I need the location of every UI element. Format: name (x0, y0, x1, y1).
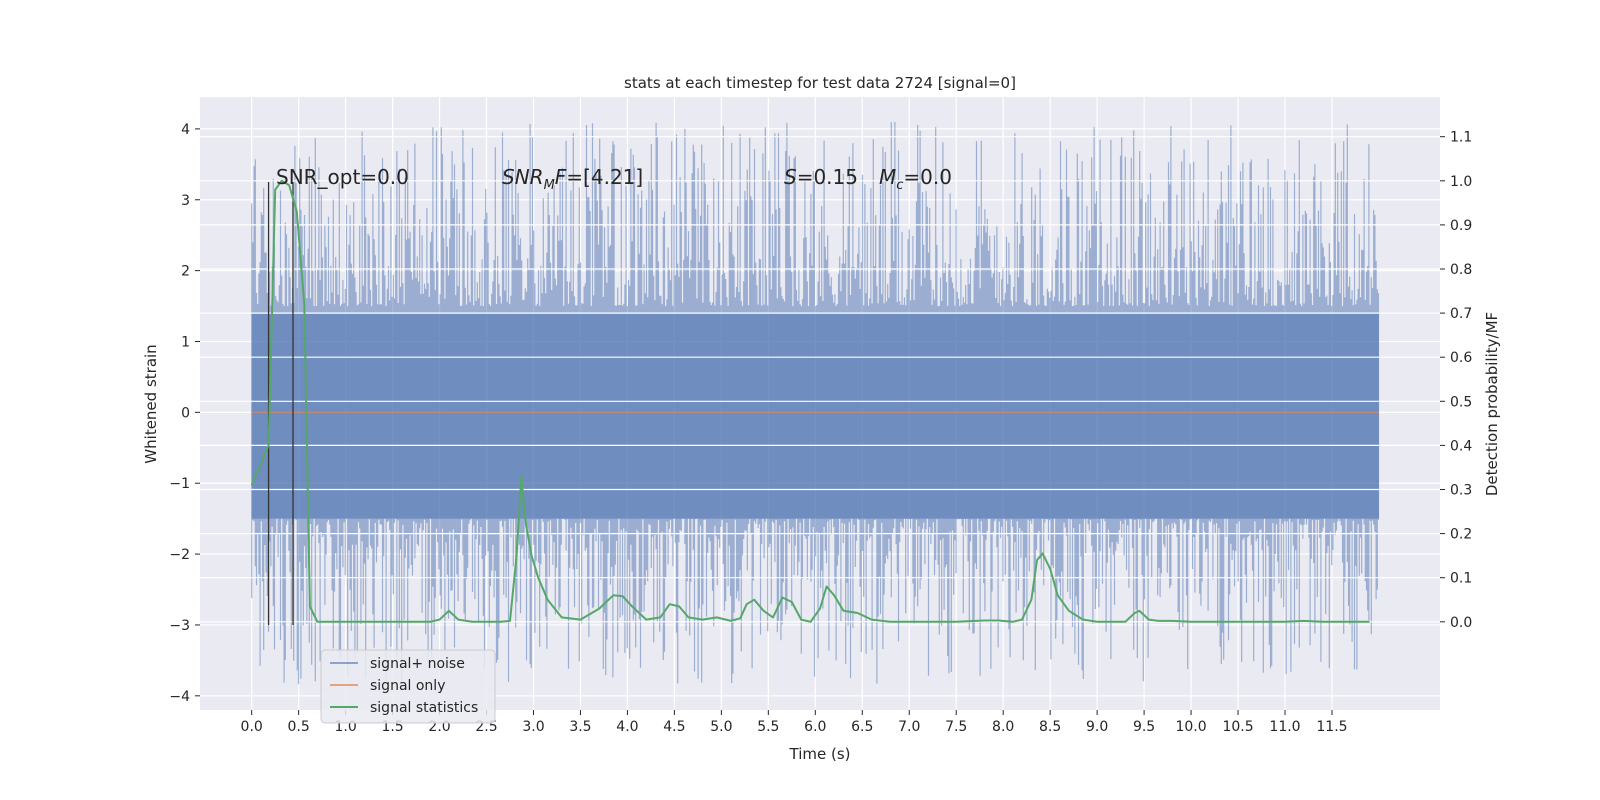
annotation-snr-mf-mid: F (555, 165, 567, 189)
x-tick-label: 4.0 (616, 719, 638, 735)
x-tick-label: 5.5 (757, 719, 779, 735)
x-tick-label: 11.0 (1269, 719, 1300, 735)
y2-tick-label: 1.1 (1450, 130, 1472, 146)
annotation-mc: Mc=0.0 (879, 165, 952, 193)
legend: signal+ noise signal only signal statist… (320, 649, 496, 724)
annotation-s: S=0.15 (784, 165, 858, 189)
y2-tick-label: 0.7 (1450, 306, 1472, 322)
y2-tick-label: 0.5 (1450, 394, 1472, 410)
chart-title: stats at each timestep for test data 272… (624, 74, 1016, 92)
y2-tick-label: 0.4 (1450, 438, 1472, 454)
y2-tick-label: 0.3 (1450, 482, 1472, 498)
x-tick-label: 3.5 (569, 719, 591, 735)
y-tick-label: 0 (181, 405, 190, 421)
annotation-snr-opt: SNR_opt=0.0 (276, 165, 409, 189)
y2-tick-label: 0.2 (1450, 527, 1472, 543)
annotation-s-value: =0.15 (797, 165, 858, 189)
legend-label-signal-only: signal only (370, 678, 445, 694)
y2-axis-label: Detection probability/MF (1483, 312, 1501, 496)
y-tick-label: 4 (181, 122, 190, 138)
legend-box (320, 649, 496, 724)
x-tick-label: 0.5 (288, 719, 310, 735)
x-tick-label: 10.5 (1222, 719, 1253, 735)
x-tick-label: 7.0 (898, 719, 920, 735)
x-tick-label: 0.0 (241, 719, 263, 735)
y-tick-label: −2 (169, 547, 190, 563)
y2-tick-label: 0.8 (1450, 262, 1472, 278)
annotation-snr-mf-value: =[4.21] (566, 165, 643, 189)
series-signal-noise (251, 122, 1380, 685)
x-tick-label: 8.5 (1039, 719, 1061, 735)
y2-tick-label: 0.9 (1450, 218, 1472, 234)
y-axis-ticks: −4 −3 −2 −1 0 1 2 3 4 (169, 122, 200, 705)
y-tick-label: 2 (181, 264, 190, 280)
x-tick-label: 10.0 (1175, 719, 1206, 735)
x-tick-label: 5.0 (710, 719, 732, 735)
annotation-snr-mf-main: SNR (502, 165, 544, 189)
y2-tick-label: 0.6 (1450, 350, 1472, 366)
x-tick-label: 6.5 (851, 719, 873, 735)
legend-label-signal-statistics: signal statistics (370, 700, 478, 716)
x-axis-ticks: 0.0 0.5 1.0 1.5 2.0 2.5 3.0 3.5 4.0 4.5 5.0 5.5 6.0 6… (241, 710, 1348, 735)
legend-label-signal-noise: signal+ noise (370, 656, 465, 672)
annotation-s-symbol: S (784, 165, 797, 189)
x-tick-label: 3.0 (522, 719, 544, 735)
y-tick-label: 3 (181, 193, 190, 209)
x-tick-label: 7.5 (945, 719, 967, 735)
annotation-mc-symbol: M (879, 165, 896, 189)
x-tick-label: 9.0 (1086, 719, 1108, 735)
x-tick-label: 9.5 (1133, 719, 1155, 735)
y2-tick-label: 0.0 (1450, 615, 1472, 631)
y2-tick-label: 1.0 (1450, 174, 1472, 190)
y-tick-label: −3 (169, 618, 190, 634)
series-signal-statistics (250, 179, 1370, 623)
annotation-mc-sub: c (896, 178, 903, 193)
x-tick-label: 8.0 (992, 719, 1014, 735)
y2-axis-ticks: 0.0 0.1 0.2 0.3 0.4 0.5 0.6 0.7 0.8 0.9 1.0 1.1 (1440, 130, 1472, 631)
y-tick-label: −4 (169, 689, 190, 705)
annotation-mc-value: =0.0 (903, 165, 952, 189)
annotation-snr-mf-sub: M (544, 178, 555, 193)
y-axis-label: Whitened strain (142, 344, 160, 463)
y-tick-label: −1 (169, 476, 190, 492)
x-tick-label: 6.0 (804, 719, 826, 735)
x-tick-label: 11.5 (1316, 719, 1347, 735)
x-tick-label: 4.5 (663, 719, 685, 735)
signal-statistics-line (250, 179, 1370, 623)
x-axis-label: Time (s) (789, 745, 851, 763)
annotation-snr-mf: SNRMF=[4.21] (502, 165, 643, 193)
y2-tick-label: 0.1 (1450, 571, 1472, 587)
marker-lines (267, 182, 294, 625)
y-tick-label: 1 (181, 334, 190, 350)
